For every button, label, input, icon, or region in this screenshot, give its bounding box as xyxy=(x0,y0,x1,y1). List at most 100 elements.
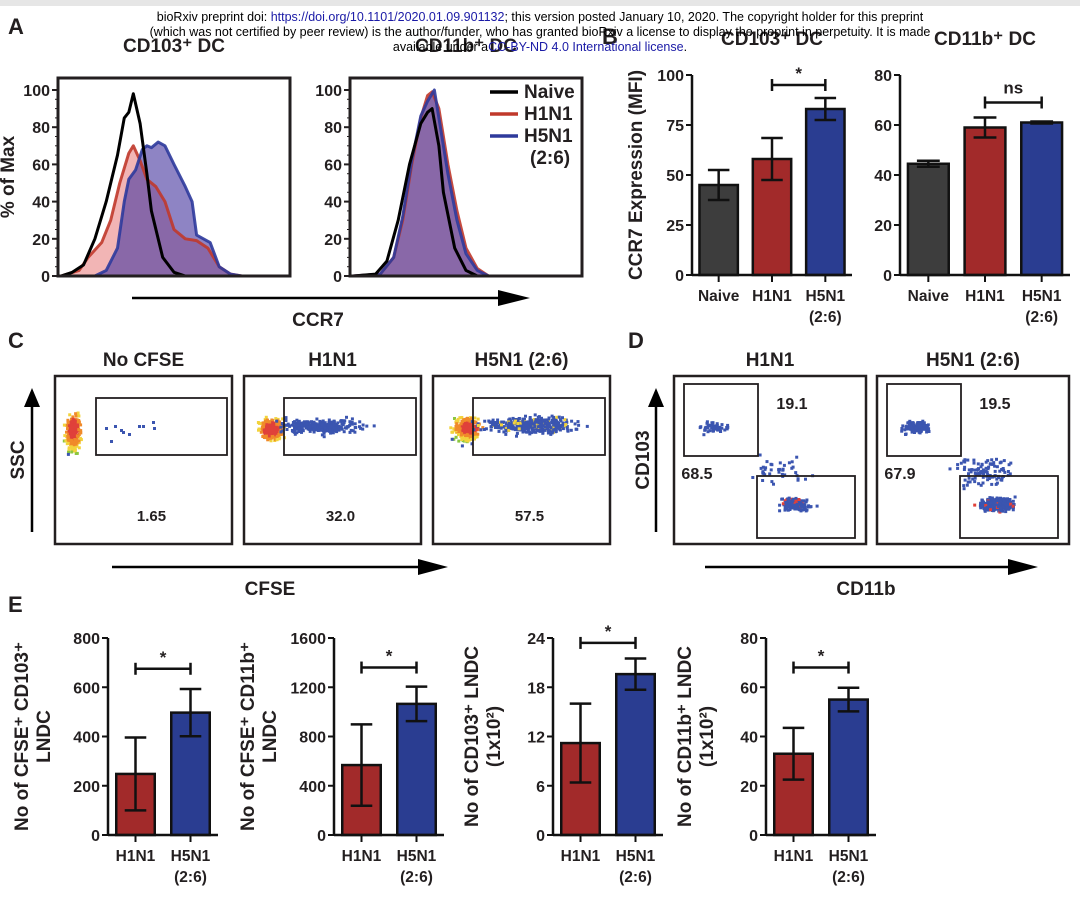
event-dot xyxy=(314,427,318,431)
event-dot xyxy=(297,419,301,423)
event-dot xyxy=(266,421,269,425)
bar-chart-E4: H1N1 H5N1 (2:6) 0 20 40 60 80 No of CD11b⁺ LNDC(… xyxy=(675,631,876,886)
histogram-frame xyxy=(348,76,584,278)
event-dot xyxy=(715,427,719,431)
event-dot xyxy=(923,427,927,431)
event-dot xyxy=(110,440,113,443)
event-dot xyxy=(787,461,791,465)
event-dot xyxy=(551,418,554,422)
event-dot xyxy=(496,418,500,422)
event-dot xyxy=(489,425,493,429)
event-dot xyxy=(265,423,269,427)
event-dot xyxy=(984,460,988,464)
event-dot xyxy=(72,434,76,438)
event-dot xyxy=(266,419,269,423)
event-dot xyxy=(306,424,310,428)
event-dot xyxy=(557,426,561,430)
event-dot xyxy=(796,478,800,482)
event-dot xyxy=(284,416,288,420)
event-dot xyxy=(521,417,525,421)
bar-naive xyxy=(906,162,950,277)
event-dot xyxy=(67,436,71,440)
bar-h5n1 xyxy=(1020,121,1064,277)
event-dot xyxy=(259,421,263,425)
event-dot xyxy=(908,419,912,423)
event-dot xyxy=(984,466,988,470)
x-tick-label: H1N1 xyxy=(116,848,156,865)
event-dot xyxy=(268,420,272,424)
event-dot xyxy=(340,427,344,431)
event-dot xyxy=(321,422,325,426)
event-dot xyxy=(904,426,908,430)
x-tick-label: H5N1 xyxy=(397,848,437,865)
cfse-gate xyxy=(95,397,228,456)
event-dot xyxy=(481,426,485,430)
event-dot xyxy=(702,433,706,437)
license-link[interactable]: CC-BY-ND 4.0 International license xyxy=(488,40,684,54)
event-dot xyxy=(461,435,464,439)
event-dot xyxy=(1001,497,1005,501)
event-dot xyxy=(65,442,69,446)
event-dot xyxy=(460,438,464,441)
y-tick-label: 40 xyxy=(740,730,758,747)
event-dot xyxy=(986,500,990,504)
event-dot xyxy=(764,466,768,470)
event-dot xyxy=(319,425,323,429)
event-dot xyxy=(710,423,714,427)
panel-letter-d: D xyxy=(628,328,644,353)
event-dot xyxy=(966,480,970,484)
event-dot xyxy=(342,421,346,425)
cfse-dot-plot-2: H1N1 32.0 xyxy=(242,350,423,546)
y-tick-label: 80 xyxy=(874,68,892,85)
doi-link[interactable]: https://doi.org/10.1101/2020.01.09.90113… xyxy=(270,10,505,24)
event-dot xyxy=(473,416,477,420)
event-dot xyxy=(994,482,998,486)
cfse-gate xyxy=(283,397,417,456)
event-dot xyxy=(494,421,498,424)
y-tick-label: 0 xyxy=(41,269,50,286)
event-dot xyxy=(800,505,804,509)
event-dot xyxy=(74,412,78,416)
event-dot xyxy=(528,432,532,436)
event-dot xyxy=(320,423,324,427)
event-dot xyxy=(263,429,267,432)
event-dot xyxy=(300,430,303,434)
x-axis-arrowhead xyxy=(498,290,530,306)
event-dot xyxy=(723,428,727,432)
event-dot xyxy=(914,426,918,430)
event-dot xyxy=(994,505,998,509)
event-dot xyxy=(552,418,556,422)
event-dot xyxy=(516,425,520,429)
event-dot xyxy=(783,506,787,510)
event-dot xyxy=(545,418,549,422)
bar-h5n1 xyxy=(804,107,846,277)
event-dot xyxy=(476,422,480,426)
event-dot xyxy=(515,434,518,438)
event-dot xyxy=(340,422,344,426)
event-dot xyxy=(537,415,541,419)
event-dot xyxy=(1002,499,1006,503)
y-tick-label: 800 xyxy=(73,631,100,648)
event-dot xyxy=(276,425,280,429)
event-dot xyxy=(359,426,363,430)
event-dot xyxy=(68,428,72,432)
event-dot xyxy=(538,420,542,424)
event-dot xyxy=(361,427,365,431)
event-dot xyxy=(973,503,977,507)
event-dot xyxy=(332,426,336,430)
event-dot xyxy=(797,507,800,511)
event-dot xyxy=(515,431,519,435)
event-dot xyxy=(66,420,70,424)
event-dot xyxy=(989,501,993,505)
event-dot xyxy=(257,428,260,432)
event-dot xyxy=(983,509,987,513)
event-dot xyxy=(281,429,285,433)
event-dot xyxy=(261,424,265,428)
event-dot xyxy=(533,420,537,424)
event-dot xyxy=(1005,497,1009,501)
event-dot xyxy=(715,422,719,426)
y-tick-label: 0 xyxy=(536,828,545,845)
y-tick-label: 20 xyxy=(324,232,342,249)
event-dot xyxy=(284,418,288,422)
event-dot xyxy=(69,420,73,424)
